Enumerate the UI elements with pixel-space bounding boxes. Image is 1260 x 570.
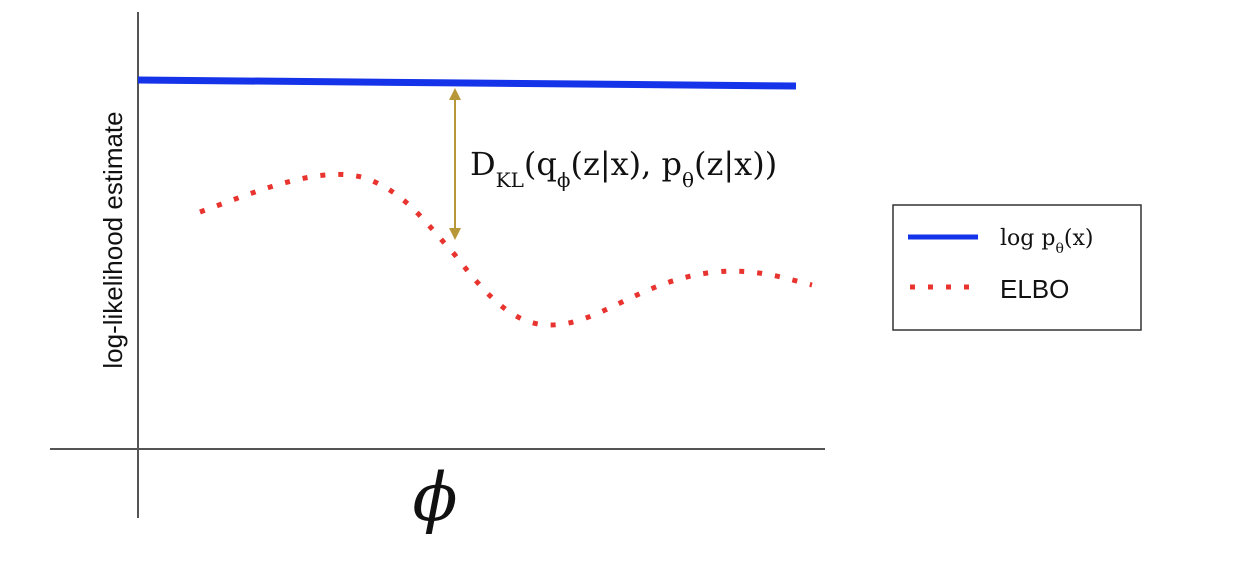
text-part: θ	[682, 168, 694, 192]
log-likelihood-line	[137, 76, 797, 90]
x-axis-label: ϕ	[413, 459, 458, 536]
legend-label: ELBO	[1000, 274, 1069, 304]
legend: log pθ(x) ELBO	[892, 204, 1142, 331]
legend-label: log pθ(x)	[1000, 226, 1093, 257]
text-part: ϕ	[557, 168, 571, 192]
text-part: θ	[1055, 241, 1063, 257]
y-axis-label: log-likelihood estimate	[98, 111, 128, 368]
elbo-curve	[199, 171, 813, 328]
text-part: D	[470, 145, 496, 183]
kl-annotation: DKL(qϕ(z|x), pθ(z|x))	[470, 145, 777, 192]
kl-arrow	[449, 88, 461, 240]
text-part: (z|x))	[694, 145, 777, 183]
legend-box	[892, 204, 1142, 331]
text-part: (q	[524, 145, 557, 183]
text-part: log p	[1000, 226, 1055, 251]
text-part: (z|x), p	[571, 145, 682, 183]
text-part: KL	[496, 168, 524, 192]
text-part: (x)	[1064, 226, 1094, 251]
text-part: ELBO	[1000, 274, 1069, 304]
